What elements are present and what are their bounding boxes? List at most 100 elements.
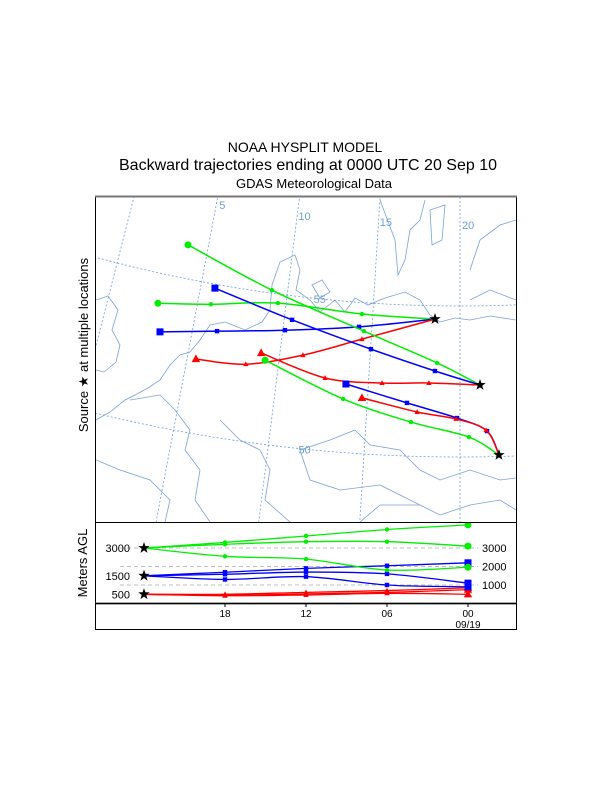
meridian-line: [0, 0, 63, 631]
height-profile-green: [143, 547, 472, 573]
star-glyph: ★: [76, 376, 91, 388]
graticule-labels: 5 10 15 20 55 50: [219, 200, 474, 456]
parallel-label: 55: [314, 294, 326, 306]
trajectory-green: [154, 299, 436, 320]
trajectory-marker: [156, 328, 164, 336]
meridian-label: 20: [462, 220, 474, 232]
height-marker: [303, 566, 309, 571]
trajectory-marker: [368, 346, 374, 352]
height-marker: [384, 563, 390, 568]
height-marker: [384, 527, 390, 532]
meridian-line: [0, 0, 127, 670]
height-marker: [464, 563, 472, 571]
trajectory-marker: [466, 434, 472, 440]
trajectory-marker: [191, 354, 201, 363]
source-star-icon: [429, 313, 441, 324]
height-marker: [464, 542, 472, 550]
height-marker: [303, 569, 309, 575]
trajectory-marker: [483, 427, 489, 433]
trajectory-marker: [214, 328, 220, 334]
time-tick-label: 00: [462, 609, 474, 620]
meridian-label: 10: [298, 211, 310, 223]
date-label: 09/19: [455, 620, 480, 631]
height-marker: [464, 559, 472, 567]
height-marker: [384, 571, 390, 577]
meridian-label: 5: [219, 200, 225, 212]
trajectory-marker: [154, 299, 162, 307]
right-height-label: 2000: [482, 562, 506, 574]
right-height-label: 3000: [482, 543, 506, 555]
trajectory-marker: [359, 311, 365, 317]
height-marker: [464, 579, 472, 587]
trajectory-blue: [211, 284, 481, 386]
trajectory-marker: [432, 368, 438, 374]
height-labels: 3000 2000 1000 3000 1500 500: [106, 542, 506, 601]
trajectory-marker: [289, 317, 295, 323]
source-star-icon: [138, 569, 150, 581]
time-tick-label: 06: [381, 609, 393, 620]
right-height-label: 1000: [482, 580, 506, 592]
height-marker: [222, 572, 228, 577]
height-marker: [384, 590, 390, 596]
trajectory-line: [195, 318, 436, 365]
trajectory-blue: [342, 380, 500, 456]
trajectory-marker: [340, 396, 346, 402]
meridian-line: [359, 197, 381, 522]
trajectory-marker: [453, 416, 459, 421]
map-panel: 5 10 15 20 55 50: [0, 0, 612, 745]
parallel-line: [96, 412, 516, 458]
trajectory-line: [264, 359, 500, 456]
time-tick-label: 12: [300, 609, 312, 620]
meridian-line: [258, 197, 300, 522]
model-title: NOAA HYSPLIT MODEL: [228, 139, 383, 155]
trajectory-line: [260, 352, 481, 386]
source-star-icon: [138, 588, 150, 600]
trajectory-line: [187, 244, 481, 386]
map-side-label: Source ★ at multiple locations: [76, 257, 91, 432]
meridian-line: [595, 0, 612, 745]
left-height-label: 3000: [106, 543, 130, 555]
trajectory-marker: [243, 361, 249, 367]
trajectory-marker: [269, 287, 275, 293]
source-star-icon: [138, 542, 150, 553]
chart-title: Backward trajectories ending at 0000 UTC…: [119, 157, 497, 174]
height-marker: [384, 582, 390, 588]
trajectory-line: [157, 301, 436, 320]
trajectory-marker: [211, 284, 219, 292]
coastlines: [96, 199, 516, 522]
trajectory-marker: [414, 409, 420, 414]
trajectory-marker: [404, 400, 410, 406]
height-profile-green: [143, 523, 472, 549]
parallel-line: [96, 256, 516, 307]
trajectory-marker: [256, 348, 266, 357]
height-profile-red: [143, 589, 473, 598]
parallel-line: [1, 0, 612, 4]
meridian-label: 15: [380, 217, 392, 229]
trajectory-marker: [357, 393, 367, 402]
height-gridlines: [120, 547, 478, 586]
height-marker: [303, 592, 309, 597]
trajectory-lines: [154, 241, 505, 460]
trajectory-line: [214, 287, 481, 386]
map-frame: [95, 196, 517, 523]
height-marker: [303, 556, 309, 562]
source-star-icon: [493, 449, 505, 460]
trajectory-green: [261, 356, 500, 456]
trajectory-marker: [434, 360, 440, 366]
meridian-line: [155, 197, 219, 522]
height-profile-blue: [143, 574, 472, 591]
meridian-line: [96, 197, 135, 348]
trajectory-blue: [156, 318, 436, 336]
trajectory-marker: [261, 356, 269, 364]
height-axis-label: Meters AGL: [75, 529, 90, 598]
source-label: Source: [76, 391, 91, 432]
height-marker: [222, 554, 228, 559]
height-marker: [222, 540, 228, 545]
height-marker: [303, 574, 309, 579]
height-marker: [463, 589, 473, 598]
height-profile-blue: [143, 569, 472, 587]
trajectory-marker: [379, 380, 385, 386]
height-marker: [222, 592, 228, 598]
trajectory-marker: [322, 375, 328, 380]
